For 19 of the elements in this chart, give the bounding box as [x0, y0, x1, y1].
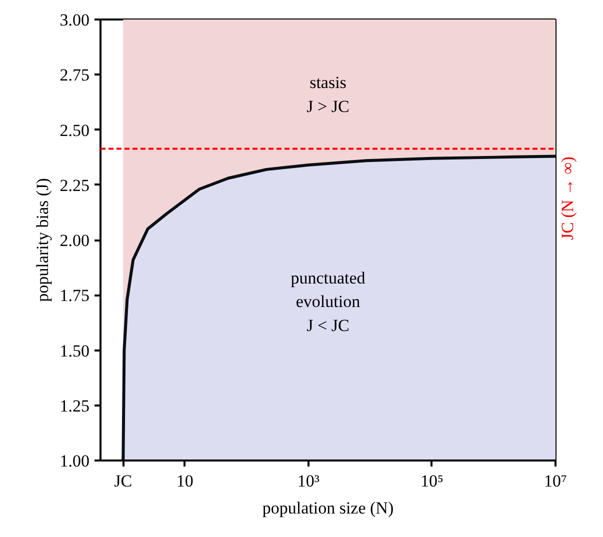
y-tick-label: 1.50 — [60, 341, 90, 360]
y-tick-label: 2.25 — [60, 176, 90, 195]
y-tick-label: 2.50 — [60, 120, 90, 140]
y-tick-label: 1.25 — [60, 396, 90, 416]
x-tick-label: 10³ — [297, 472, 320, 490]
y-tick-label: 3.00 — [60, 10, 90, 30]
x-axis-title: population size (N) — [262, 498, 394, 518]
annotation: punctuated evolution J < JC — [290, 268, 366, 335]
y-tick-label: 1.00 — [60, 452, 90, 470]
y-tick-label: 2.00 — [60, 231, 90, 250]
y-tick-label: 1.75 — [60, 286, 90, 306]
annotation: stasis J > JC — [306, 73, 350, 116]
text: JC — [114, 472, 132, 490]
x-tick-label: 10⁵ — [420, 472, 444, 490]
x-tick-label: 10⁷ — [544, 472, 568, 490]
ref-line-label: JC (N → ∞) — [558, 156, 577, 240]
y-tick-label: 2.75 — [60, 66, 90, 85]
y-axis-title: popularity bias (J) — [32, 178, 52, 302]
x-tick-label: 10 — [176, 472, 194, 490]
